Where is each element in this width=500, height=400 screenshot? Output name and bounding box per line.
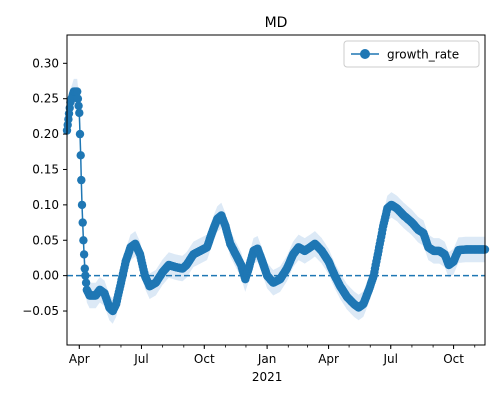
data-point: [81, 278, 91, 287]
x-tick-label: Oct: [443, 352, 464, 366]
x-tick-label: Apr: [318, 352, 339, 366]
data-point: [78, 218, 87, 227]
data-point: [75, 108, 84, 118]
y-tick-label: −0.05: [22, 304, 59, 318]
chart-title: MD: [265, 15, 288, 31]
x-tick-label: Apr: [69, 352, 90, 366]
x-year-label: 2021: [252, 370, 283, 384]
x-tick-label: Jul: [133, 352, 148, 366]
data-point: [76, 151, 85, 160]
data-point: [80, 264, 90, 273]
legend-box: [343, 40, 480, 68]
x-tick-label: Jul: [383, 352, 398, 366]
legend: growth_rate: [343, 40, 480, 68]
y-tick-label: 0.00: [32, 269, 59, 283]
y-tick-label: 0.10: [32, 198, 59, 212]
axes-ticks: −0.05 0.00 0.05 0.10 0.15 0.20 0.25 0.30 Apr Jul O…: [22, 56, 476, 384]
y-tick-label: 0.25: [32, 92, 59, 106]
data-point: [74, 101, 83, 111]
y-tick-label: 0.15: [32, 162, 59, 176]
data-point: [79, 236, 88, 245]
data-point: [77, 200, 87, 210]
legend-marker: [360, 49, 370, 59]
data-point: [73, 94, 83, 103]
data-point: [73, 87, 82, 96]
plot-area: [62, 78, 490, 324]
x-tick-label: Oct: [194, 352, 215, 366]
y-tick-label: 0.30: [32, 56, 59, 70]
legend-label: growth_rate: [387, 48, 459, 62]
y-tick-label: 0.05: [32, 233, 59, 247]
data-point: [79, 250, 89, 259]
y-tick-label: 0.20: [32, 127, 59, 141]
data-point: [77, 175, 86, 185]
x-tick-label: Jan: [257, 352, 277, 366]
data-point: [75, 129, 85, 139]
axes-frame: [66, 34, 486, 346]
